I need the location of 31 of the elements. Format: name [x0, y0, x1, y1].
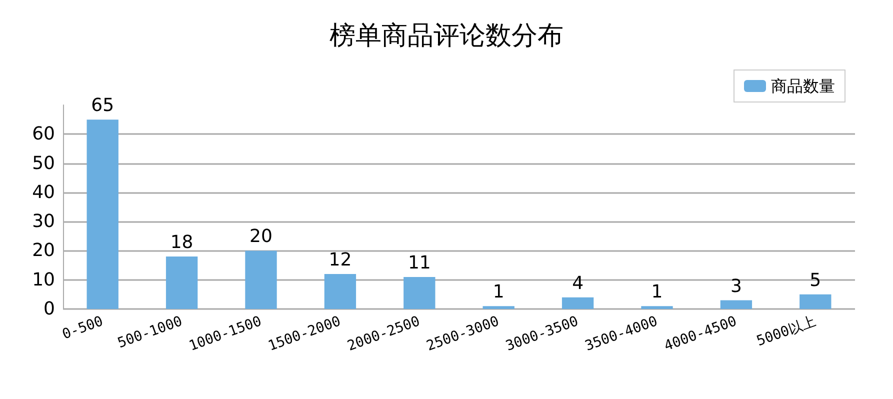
y-tick-label: 40 [32, 182, 55, 203]
x-tick-label: 5000以上 [754, 313, 818, 350]
y-tick-label: 50 [32, 152, 55, 174]
data-label: 18 [170, 232, 194, 254]
bar [324, 274, 356, 309]
data-label: 11 [408, 252, 431, 274]
data-label: 4 [572, 272, 584, 294]
bar [245, 250, 277, 309]
y-tick-label: 60 [32, 124, 55, 145]
bar [404, 276, 436, 309]
x-tick-label: 0-500 [60, 313, 106, 343]
bar [86, 120, 118, 309]
data-label: 65 [91, 95, 114, 116]
chart-title: 榜单商品评论数分布 [330, 21, 564, 51]
data-label: 5 [810, 270, 822, 291]
legend-label: 商品数量 [771, 76, 835, 96]
y-tick-label: 20 [32, 240, 55, 262]
data-label: 20 [250, 226, 272, 248]
y-tick-label: 0 [44, 298, 55, 320]
data-label: 1 [492, 282, 504, 303]
bar [482, 306, 514, 309]
bar [641, 306, 673, 309]
bar [166, 256, 198, 309]
data-label: 3 [730, 276, 742, 297]
y-tick-label: 30 [32, 211, 55, 232]
y-tick-label: 10 [32, 269, 55, 290]
bar [562, 297, 594, 309]
bar [720, 300, 752, 309]
bar [800, 294, 832, 309]
data-label: 12 [328, 250, 352, 271]
data-label: 1 [651, 282, 663, 303]
